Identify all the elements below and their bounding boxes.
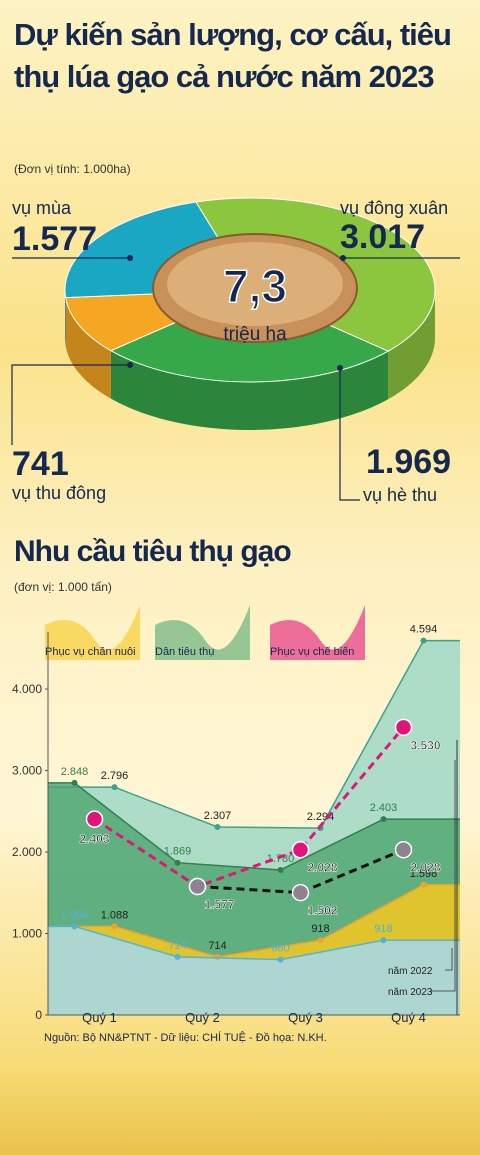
area-group: 0 1.000 2.000 3.000 4.000 Dân tiêu thụ Phục vụ…	[12, 605, 460, 1025]
category-label: vụ hè thu	[363, 485, 437, 505]
point	[71, 779, 78, 786]
line	[48, 925, 460, 961]
legend-icon	[45, 605, 140, 660]
chart-title: Dự kiến sản lượng, cơ cấu, tiêu thụ lúa …	[14, 17, 452, 94]
point	[214, 953, 221, 960]
annotation-line	[430, 760, 456, 992]
value-label: 3.017	[340, 218, 425, 256]
area-extension	[48, 926, 75, 1015]
value-label: 1.869	[164, 846, 192, 858]
leader-line	[11, 364, 130, 445]
pie-side	[110, 350, 389, 430]
leader-dot	[337, 365, 343, 371]
value-label: 4.594	[410, 624, 438, 636]
center-value: 7,3	[223, 260, 287, 312]
leader-dot	[340, 255, 346, 261]
value-label: 1.502	[307, 904, 337, 918]
y-tick-label: 4.000	[12, 682, 42, 696]
y-tick-label: 0	[35, 1008, 42, 1022]
point	[420, 637, 427, 644]
point	[174, 953, 181, 960]
value-label: 918	[374, 923, 392, 935]
category-label: vụ mùa	[12, 198, 72, 218]
point	[111, 784, 118, 791]
point	[277, 956, 284, 963]
value-label: 714	[168, 940, 186, 952]
point	[71, 923, 78, 930]
value-label: 1.969	[366, 443, 451, 481]
chart-title: Nhu cầu tiêu thụ gạo	[14, 535, 292, 568]
source: Nguồn: Bộ NN&PTNT - Dữ liệu: CHÍ TUỆ - Đ…	[44, 1032, 327, 1044]
subtitle: (đơn vị: 1.000 tấn)	[14, 580, 112, 594]
x-tick-label: Quý 3	[288, 1010, 323, 1025]
value-label: 1.577	[12, 220, 97, 258]
value-label: 2.307	[204, 810, 232, 822]
legend-label: Dân tiêu thụ	[155, 646, 214, 658]
line	[93, 726, 405, 889]
y-tick-label: 3.000	[12, 764, 42, 778]
legend-icon	[155, 605, 250, 660]
x-tick-label: Quý 1	[82, 1010, 117, 1025]
value-label: 2.028	[410, 861, 440, 875]
legend-label: Phục vụ chế biến	[270, 646, 354, 658]
leader-dot	[127, 362, 133, 368]
value-label: 2.403	[79, 832, 109, 846]
value-label: 1.598	[410, 868, 438, 880]
pie-side	[388, 290, 435, 400]
point	[380, 816, 387, 823]
center-label: triệu ha	[223, 324, 287, 345]
x-tick-label: Quý 2	[185, 1010, 220, 1025]
point	[214, 824, 221, 831]
point	[394, 840, 413, 859]
rice-highlight	[167, 242, 343, 326]
point	[291, 840, 310, 859]
leader-line	[339, 368, 360, 501]
point	[394, 718, 413, 737]
value-label: 741	[12, 445, 69, 483]
value-label: 2.848	[61, 766, 89, 778]
line	[48, 639, 460, 829]
area	[74, 926, 384, 1015]
subtitle: (Đơn vị tính: 1.000ha)	[14, 162, 131, 176]
y-tick-label: 2.000	[12, 845, 42, 859]
point	[291, 883, 310, 902]
value-label: 918	[311, 923, 329, 935]
value-label: 1.577	[204, 897, 234, 911]
point	[174, 859, 181, 866]
point	[420, 881, 427, 888]
legend-icon	[270, 605, 365, 660]
point	[277, 866, 284, 873]
point	[111, 923, 118, 930]
point	[188, 877, 207, 896]
annotation: năm 2023	[388, 987, 433, 998]
value-label: 1.088	[61, 909, 89, 921]
value-label: 2.294	[307, 811, 335, 823]
category-label: vụ đông xuân	[340, 198, 448, 218]
point	[317, 937, 324, 944]
point	[380, 937, 387, 944]
category-label: vụ thu đông	[12, 483, 106, 503]
x-tick-label: Quý 4	[391, 1010, 426, 1025]
leader-dot	[127, 255, 133, 261]
value-label: 2.796	[101, 770, 129, 782]
area-extension	[383, 940, 460, 1015]
value-label: 2.028	[307, 861, 337, 875]
value-label: 1.088	[101, 909, 129, 921]
line	[48, 782, 460, 871]
line	[48, 884, 460, 958]
value-label: 1.780	[267, 853, 295, 865]
value-label: 680	[271, 943, 289, 955]
value-label: 3.530	[410, 738, 440, 752]
point	[85, 810, 104, 828]
annotation: năm 2022	[388, 966, 433, 977]
value-label: 714	[208, 940, 226, 952]
pie-side	[65, 290, 66, 346]
legend-label: Phục vụ chăn nuôi	[45, 646, 136, 658]
y-tick-label: 1.000	[12, 927, 42, 941]
value-label: 2.403	[370, 802, 398, 814]
